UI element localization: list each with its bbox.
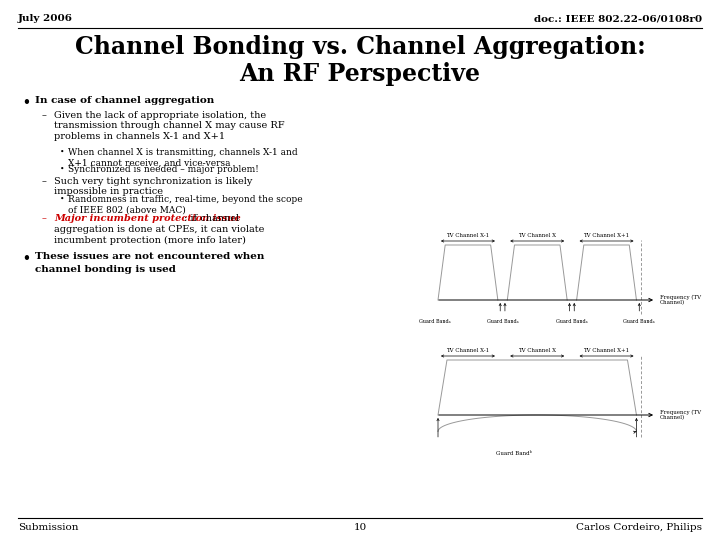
Text: Randomness in traffic, real-time, beyond the scope
of IEEE 802 (above MAC): Randomness in traffic, real-time, beyond… [68,195,302,214]
Text: •: • [22,96,30,109]
Text: An RF Perspective: An RF Perspective [240,62,480,86]
Text: •: • [60,195,65,203]
Text: Guard Bandₐ: Guard Bandₐ [556,319,588,324]
Text: TV Channel X+1: TV Channel X+1 [583,348,629,353]
Text: •: • [60,165,65,173]
Text: TV Channel X-1: TV Channel X-1 [446,233,490,238]
Text: Submission: Submission [18,523,78,532]
Text: incumbent protection (more info later): incumbent protection (more info later) [54,236,246,245]
Text: Guard Bandₐ: Guard Bandₐ [487,319,518,324]
Text: Synchronized is needed – major problem!: Synchronized is needed – major problem! [68,165,258,174]
Text: Channel Bonding vs. Channel Aggregation:: Channel Bonding vs. Channel Aggregation: [75,35,645,59]
Text: channel bonding is used: channel bonding is used [35,265,176,274]
Text: TV Channel X-1: TV Channel X-1 [446,348,490,353]
Text: •: • [60,148,65,156]
Text: Given the lack of appropriate isolation, the
transmission through channel X may : Given the lack of appropriate isolation,… [54,111,284,141]
Text: Such very tight synchronization is likely
impossible in practice: Such very tight synchronization is likel… [54,177,253,197]
Text: 10: 10 [354,523,366,532]
Text: TV Channel X: TV Channel X [518,348,557,353]
Text: aggregation is done at CPEs, it can violate: aggregation is done at CPEs, it can viol… [54,225,264,234]
Text: Guard Bandᵇ: Guard Bandᵇ [495,451,531,456]
Text: When channel X is transmitting, channels X-1 and
X+1 cannot receive, and vice-ve: When channel X is transmitting, channels… [68,148,297,167]
Text: –: – [42,214,47,223]
Text: –: – [42,177,47,186]
Text: Guard Bandₐ: Guard Bandₐ [419,319,451,324]
Text: Frequency (TV
Channel): Frequency (TV Channel) [660,409,701,421]
Text: doc.: IEEE 802.22-06/0108r0: doc.: IEEE 802.22-06/0108r0 [534,14,702,23]
Text: In case of channel aggregation: In case of channel aggregation [35,96,215,105]
Text: : if channel: : if channel [184,214,239,223]
Text: •: • [22,252,30,265]
Text: TV Channel X: TV Channel X [518,233,557,238]
Text: –: – [42,111,47,120]
Text: Carlos Cordeiro, Philips: Carlos Cordeiro, Philips [576,523,702,532]
Text: Guard Bandₐ: Guard Bandₐ [624,319,655,324]
Text: Frequency (TV
Channel): Frequency (TV Channel) [660,294,701,306]
Text: These issues are not encountered when: These issues are not encountered when [35,252,264,261]
Text: July 2006: July 2006 [18,14,73,23]
Text: Major incumbent protection issue: Major incumbent protection issue [54,214,240,223]
Text: TV Channel X+1: TV Channel X+1 [583,233,629,238]
